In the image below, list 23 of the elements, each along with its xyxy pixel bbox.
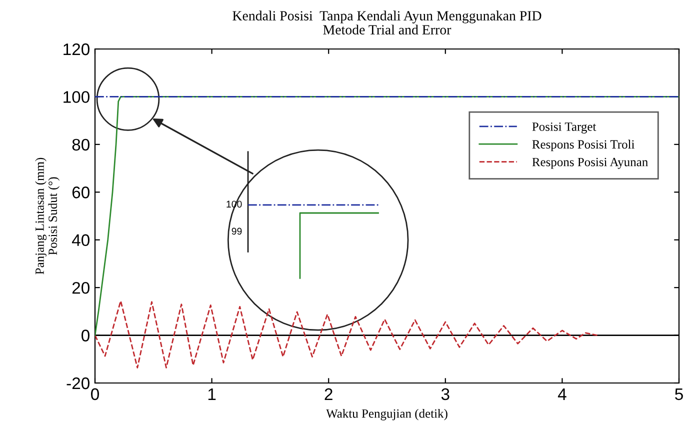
- chart-subtitle: Metode Trial and Error: [323, 24, 452, 34]
- line-series: [95, 300, 598, 368]
- x-tick-label: 4: [558, 388, 566, 400]
- y-tick-label: 60: [72, 186, 90, 198]
- x-tick-label: 2: [324, 388, 332, 400]
- x-tick-label: 5: [675, 388, 683, 400]
- legend-label: Respons Posisi Ayunan: [532, 158, 648, 169]
- x-tick-label: 1: [208, 388, 216, 400]
- annotation: 99: [232, 228, 242, 235]
- y-axis-title: Panjang Lintasan (mm) Posisi Sudut (°): [35, 158, 60, 274]
- y-tick-label: 80: [72, 138, 90, 151]
- y-tick-label: 120: [64, 43, 90, 56]
- y-tick-label: 100: [64, 91, 90, 103]
- y-tick-label: 0: [82, 330, 90, 342]
- x-axis-title: Waktu Pengujian (detik): [326, 408, 448, 420]
- y-tick-label: -20: [66, 377, 90, 390]
- legend-label: Posisi Target: [532, 122, 596, 134]
- chart-title: Kendali Posisi Tanpa Kendali Ayun Menggunakan PID: [232, 10, 542, 24]
- y-tick-label: 40: [72, 234, 90, 246]
- x-tick-label: 3: [441, 388, 450, 400]
- y-tick-label: 20: [72, 282, 90, 294]
- x-tick-label: 0: [91, 388, 99, 400]
- legend-label: Respons Posisi Troli: [532, 140, 634, 152]
